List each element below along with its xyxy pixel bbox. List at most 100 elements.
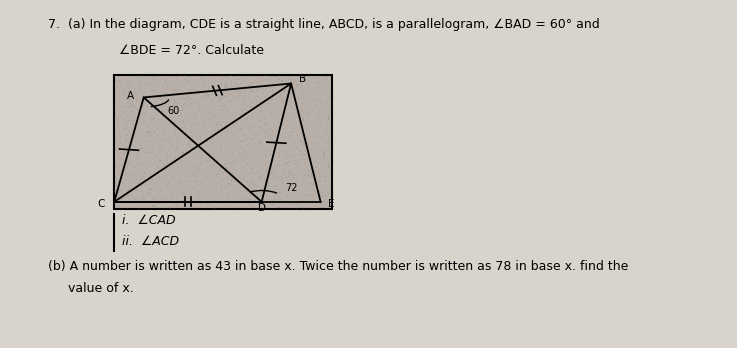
Point: [289, 158, 301, 163]
Point: [147, 87, 159, 93]
Point: [271, 89, 283, 95]
Point: [321, 77, 333, 82]
Point: [321, 117, 333, 123]
Point: [296, 96, 308, 102]
Point: [177, 106, 189, 111]
Point: [130, 150, 142, 156]
Point: [207, 200, 219, 206]
Point: [309, 76, 321, 82]
Point: [119, 150, 130, 155]
Point: [118, 87, 130, 92]
Point: [178, 124, 190, 129]
Point: [217, 96, 229, 102]
Point: [243, 141, 255, 146]
Point: [296, 153, 307, 158]
Point: [243, 144, 255, 150]
Point: [270, 173, 282, 179]
Point: [266, 198, 278, 203]
Point: [281, 75, 293, 80]
Point: [284, 85, 296, 91]
Point: [273, 187, 284, 192]
Point: [191, 168, 203, 174]
Point: [242, 184, 254, 190]
Point: [125, 98, 137, 104]
Point: [160, 181, 172, 187]
Point: [112, 171, 124, 177]
Point: [111, 118, 122, 123]
Point: [161, 157, 172, 162]
Point: [113, 179, 125, 184]
Point: [138, 98, 150, 104]
Point: [242, 167, 254, 173]
Point: [127, 111, 139, 117]
Point: [222, 166, 234, 172]
Point: [298, 195, 310, 201]
Point: [315, 202, 326, 207]
Point: [316, 203, 328, 208]
Point: [287, 89, 298, 95]
Point: [297, 145, 309, 151]
Point: [276, 98, 287, 104]
Point: [115, 195, 127, 201]
Point: [296, 157, 307, 162]
Point: [217, 170, 229, 176]
Point: [208, 198, 220, 204]
Point: [246, 99, 258, 105]
Point: [168, 169, 180, 174]
Point: [195, 168, 207, 173]
Point: [201, 92, 213, 97]
Point: [216, 82, 228, 87]
Point: [177, 84, 189, 89]
Point: [250, 155, 262, 160]
Point: [209, 94, 221, 100]
Point: [179, 132, 191, 137]
Point: [228, 128, 240, 134]
Point: [303, 94, 315, 100]
Point: [220, 126, 231, 132]
Point: [209, 85, 220, 90]
Point: [242, 161, 254, 167]
Point: [325, 198, 337, 204]
Point: [135, 84, 147, 90]
Point: [206, 184, 217, 189]
Point: [200, 93, 212, 98]
Point: [170, 154, 181, 160]
Point: [133, 77, 145, 82]
Point: [108, 189, 120, 194]
Point: [164, 174, 175, 179]
Point: [319, 167, 331, 173]
Point: [150, 156, 162, 162]
Point: [147, 81, 159, 86]
Point: [279, 114, 291, 120]
Point: [156, 204, 168, 210]
Point: [154, 143, 166, 149]
Point: [122, 83, 134, 88]
Point: [236, 144, 248, 150]
Point: [145, 102, 157, 108]
Point: [152, 184, 164, 190]
Point: [153, 117, 165, 123]
Point: [306, 192, 318, 198]
Point: [210, 186, 222, 192]
Point: [171, 77, 183, 83]
Point: [122, 182, 134, 187]
Point: [201, 81, 213, 87]
Point: [208, 119, 220, 125]
Point: [166, 204, 178, 210]
Point: [217, 125, 229, 130]
Point: [119, 89, 130, 95]
Point: [240, 74, 252, 80]
Point: [118, 92, 130, 97]
Point: [269, 105, 281, 111]
Point: [277, 201, 289, 207]
Point: [149, 204, 161, 209]
Point: [319, 81, 331, 86]
Point: [322, 77, 334, 82]
Point: [242, 183, 254, 189]
Point: [290, 140, 301, 146]
Point: [303, 112, 315, 118]
Point: [169, 129, 181, 135]
Point: [282, 90, 293, 96]
Point: [189, 180, 200, 185]
Point: [130, 122, 142, 127]
